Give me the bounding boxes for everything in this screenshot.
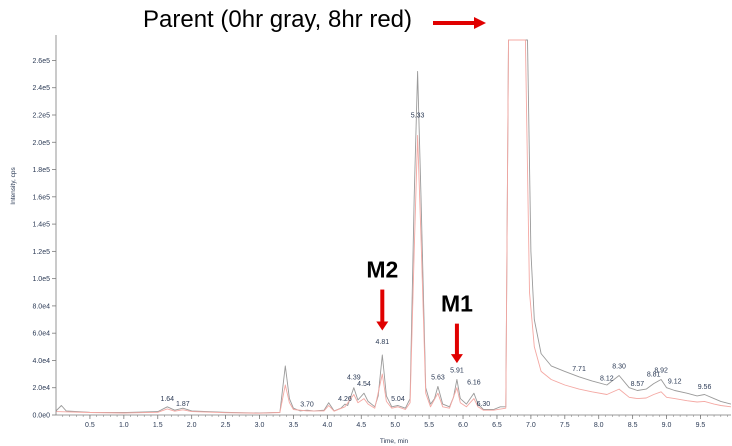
x-tick-label: 8.5 (628, 422, 638, 429)
peak-label: 1.87 (176, 401, 190, 408)
peak-label: 8.81 (647, 372, 661, 379)
x-tick-label: 0.5 (85, 422, 95, 429)
x-tick-label: 7.5 (560, 422, 570, 429)
series-line-1 (56, 39, 731, 414)
peak-label: 4.54 (357, 381, 371, 388)
y-tick-label: 1.6e5 (32, 194, 50, 201)
peak-label: 9.56 (698, 384, 712, 391)
y-tick-label: 6.0e4 (32, 331, 50, 338)
x-tick-label: 5.5 (424, 422, 434, 429)
x-tick-label: 3.5 (289, 422, 299, 429)
x-tick-label: 1.0 (119, 422, 129, 429)
y-tick-label: 2.2e5 (32, 113, 50, 120)
peak-label: 1.64 (160, 396, 174, 403)
x-tick-label: 9.5 (696, 422, 706, 429)
peak-label: 3.70 (300, 402, 314, 409)
y-tick-label: 1.4e5 (32, 222, 50, 229)
metabolite-arrow-head (450, 354, 463, 364)
y-axis-title: Intensity, cps (10, 167, 17, 205)
x-axis-title: Time, min (380, 438, 409, 445)
peak-label: 5.04 (391, 396, 405, 403)
peak-label: 6.30 (477, 401, 491, 408)
x-tick-label: 5.0 (390, 422, 400, 429)
peak-label: 5.33 (411, 112, 425, 119)
y-tick-label: 1.0e5 (32, 276, 50, 283)
peak-label: 8.30 (612, 363, 626, 370)
y-tick-label: 8.0e4 (32, 303, 50, 310)
x-tick-label: 4.5 (356, 422, 366, 429)
peak-label: 4.81 (375, 339, 389, 346)
x-tick-label: 2.0 (187, 422, 197, 429)
metabolite-label: M2 (366, 257, 398, 283)
metabolite-label: M1 (441, 291, 473, 317)
y-tick-label: 2.4e5 (32, 85, 50, 92)
y-tick-label: 1.2e5 (32, 249, 50, 256)
peak-label: 8.92 (654, 367, 668, 374)
metabolite-arrow-head (376, 321, 389, 331)
series-line-0 (56, 39, 731, 414)
peak-label: 6.16 (467, 380, 481, 387)
x-tick-label: 7.0 (526, 422, 536, 429)
x-tick-label: 9.0 (662, 422, 672, 429)
peak-label: 7.71 (572, 366, 586, 373)
y-tick-label: 0.0e0 (32, 413, 50, 420)
peak-label: 5.63 (431, 374, 445, 381)
peak-label: 5.91 (450, 367, 464, 374)
peak-label: 8.57 (631, 381, 645, 388)
chart-title: Parent (0hr gray, 8hr red) (143, 6, 412, 33)
y-tick-label: 2.0e5 (32, 140, 50, 147)
x-tick-label: 1.5 (153, 422, 163, 429)
x-tick-label: 3.0 (255, 422, 265, 429)
peak-label: 9.12 (668, 378, 682, 385)
x-tick-label: 8.0 (594, 422, 604, 429)
title-arrow (433, 17, 486, 29)
x-tick-label: 2.5 (221, 422, 231, 429)
y-tick-label: 1.8e5 (32, 167, 50, 174)
x-tick-label: 6.0 (458, 422, 468, 429)
y-tick-label: 2.6e5 (32, 58, 50, 65)
y-tick-label: 4.0e4 (32, 358, 50, 365)
peak-label: 4.26 (338, 396, 352, 403)
y-tick-label: 2.0e4 (32, 385, 50, 392)
peak-label: 4.39 (347, 374, 361, 381)
peak-label: 8.12 (600, 376, 614, 383)
x-tick-label: 6.5 (492, 422, 502, 429)
x-tick-label: 4.0 (322, 422, 332, 429)
